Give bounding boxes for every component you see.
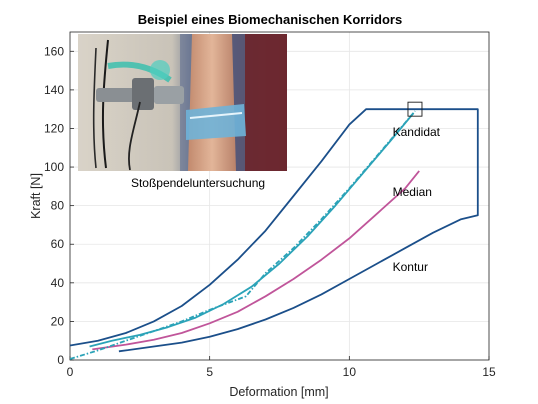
y-tick-label: 0 — [57, 353, 64, 367]
series-corridor — [70, 108, 479, 353]
series-layer — [70, 108, 479, 360]
chart-title: Beispiel eines Biomechanischen Korridors — [138, 12, 402, 27]
y-axis-ticks: 0 20 40 60 80 100 120 140 160 — [44, 44, 74, 367]
series-median — [92, 170, 420, 351]
y-tick-label: 40 — [51, 276, 65, 290]
y-tick-label: 80 — [51, 199, 65, 213]
annotation-median: Median — [393, 185, 432, 199]
annotation-kontur: Kontur — [393, 260, 428, 274]
x-tick-label: 5 — [206, 365, 213, 379]
x-axis-ticks: 0 5 10 15 — [67, 356, 496, 379]
x-tick-label: 15 — [482, 365, 496, 379]
inset-caption: Stoßpendeluntersuchung — [131, 176, 265, 190]
y-tick-label: 140 — [44, 83, 64, 97]
y-tick-label: 160 — [44, 44, 64, 58]
y-tick-label: 120 — [44, 121, 64, 135]
annotation-kandidat: Kandidat — [393, 125, 441, 139]
x-tick-label: 0 — [67, 365, 74, 379]
y-tick-label: 60 — [51, 237, 65, 251]
y-axis-label: Kraft [N] — [29, 173, 43, 219]
series-kandidat-dashed — [70, 110, 416, 360]
y-tick-label: 100 — [44, 160, 64, 174]
marker-box — [407, 101, 423, 117]
annotations: Kandidat Median Kontur — [393, 125, 441, 274]
plot-area-frame — [69, 31, 490, 361]
x-tick-label: 10 — [343, 365, 357, 379]
y-tick-label: 20 — [51, 314, 65, 328]
x-axis-label: Deformation [mm] — [229, 385, 328, 399]
inset-photo — [78, 34, 287, 171]
